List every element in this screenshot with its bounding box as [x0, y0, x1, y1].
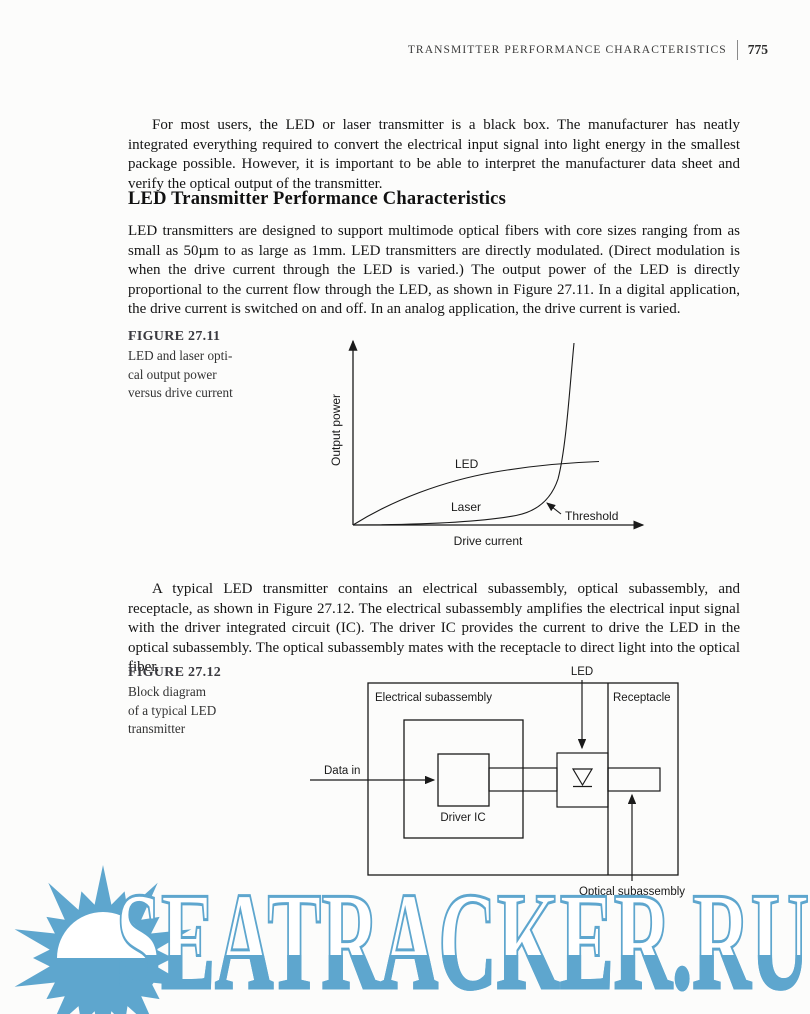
header-divider — [736, 40, 738, 60]
y-axis-label: Output power — [329, 394, 343, 466]
paragraph-led-body: LED transmitters are designed to support… — [128, 223, 740, 318]
receptacle-label: Receptacle — [613, 692, 671, 704]
led-curve-label: LED — [455, 457, 479, 471]
figure2-label: FIGURE 27.12 — [128, 665, 222, 680]
optical-subassembly-label: Optical subassembly — [579, 886, 685, 898]
led-curve — [352, 460, 600, 526]
paragraph-intro: For most users, the LED or laser transmi… — [128, 117, 740, 192]
section-heading: LED Transmitter Performance Characterist… — [128, 189, 506, 209]
figure2-caption-line: Block diagram — [128, 684, 207, 699]
paragraph-typical: A typical LED transmitter contains an el… — [128, 581, 740, 676]
module-outline — [367, 682, 679, 876]
figure2-caption: FIGURE 27.12 Block diagram of a typical … — [128, 665, 278, 739]
laser-curve-label: Laser — [451, 500, 481, 514]
data-in-label: Data in — [324, 765, 360, 777]
figure1-caption-line: cal output power — [128, 366, 217, 382]
led-diode-symbol — [571, 768, 594, 787]
driver-ic-label: Driver IC — [440, 812, 485, 824]
sun-logo-icon — [14, 865, 192, 1014]
figure1-caption-line: versus drive current — [128, 385, 233, 400]
electrical-subassembly-label: Electrical subassembly — [375, 692, 492, 704]
x-axis-label: Drive current — [454, 534, 523, 548]
figure1-label: FIGURE 27.11 — [128, 329, 221, 344]
page-number: 775 — [747, 42, 768, 57]
figure1-chart: LED Laser Threshold Drive current Output… — [329, 339, 645, 548]
led-callout-label: LED — [571, 666, 593, 678]
driver-ic-box — [437, 753, 490, 807]
figure2-caption-line: of a typical LED — [128, 702, 217, 718]
figure1-caption-line: LED and laser opti- — [128, 348, 233, 363]
watermark-text: SEATRACKER.RU — [115, 864, 810, 1014]
watermark-text-fill: SEATRACKER.RU — [116, 864, 810, 1014]
running-title: TRANSMITTER PERFORMANCE CHARACTERISTICS — [407, 44, 727, 56]
electrical-inner-box — [403, 719, 524, 839]
figure2-diagram: Electrical subassembly Receptacle Driver… — [310, 666, 685, 898]
optical-stub — [607, 767, 661, 792]
threshold-arrow — [546, 502, 562, 515]
laser-curve — [352, 342, 575, 526]
figure1-caption: FIGURE 27.11 LED and laser opti- cal out… — [128, 329, 278, 403]
sun-dome — [57, 912, 149, 958]
figure2-caption-line: transmitter — [128, 721, 186, 736]
threshold-label: Threshold — [565, 509, 618, 523]
led-package-box — [556, 752, 609, 808]
running-header: TRANSMITTER PERFORMANCE CHARACTERISTICS … — [408, 40, 768, 60]
